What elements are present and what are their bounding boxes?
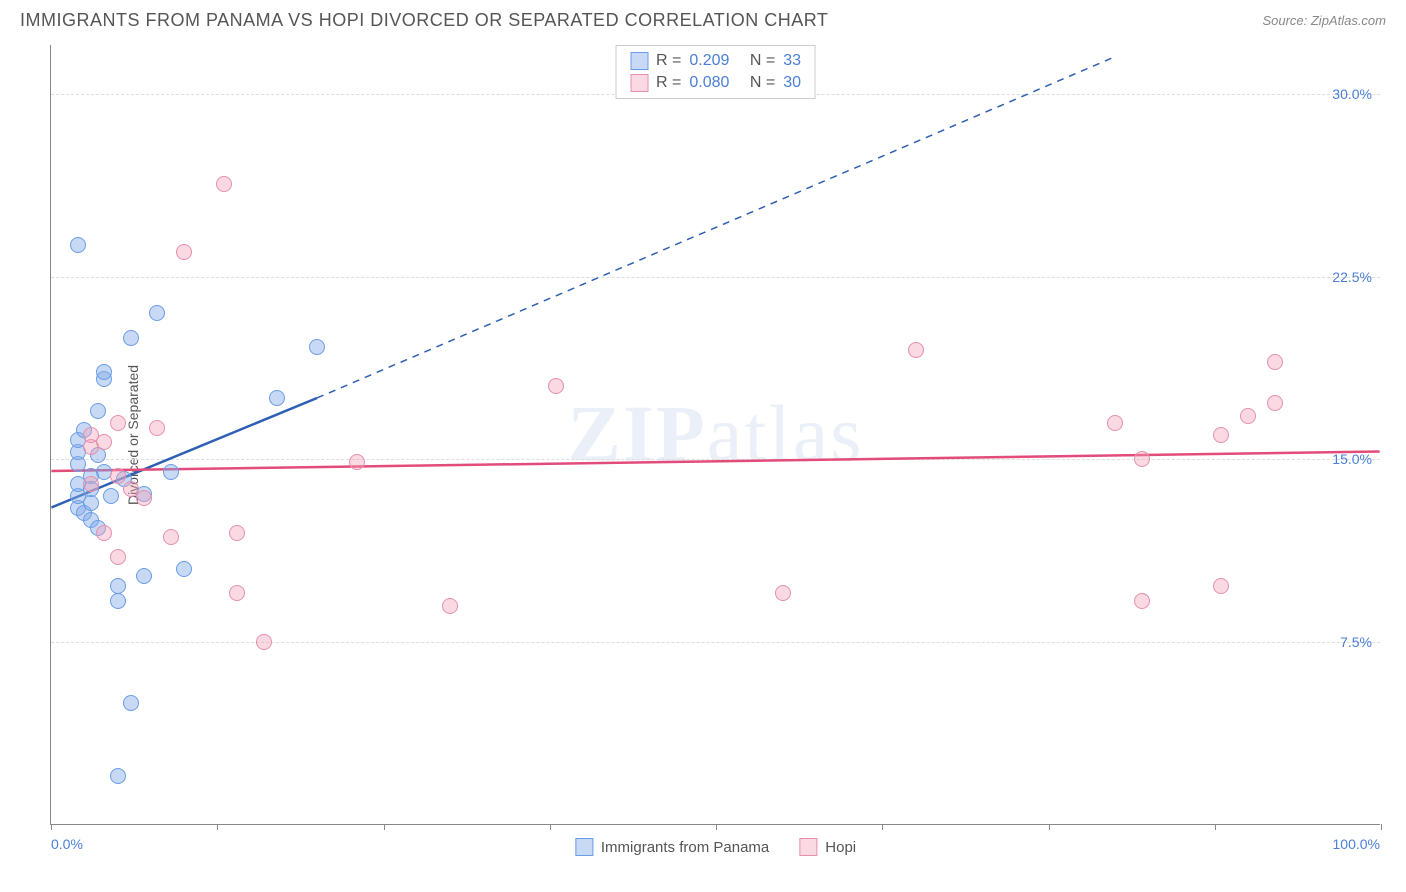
series-legend-item-1: Hopi (799, 838, 856, 856)
scatter-point (110, 578, 126, 594)
scatter-point (110, 593, 126, 609)
scatter-point (136, 568, 152, 584)
plot-area: Divorced or Separated ZIPatlas 7.5%15.0%… (50, 45, 1380, 825)
source-credit: Source: ZipAtlas.com (1262, 13, 1386, 28)
trend-line-dashed (317, 57, 1114, 398)
x-tick (716, 824, 717, 830)
gridline-h (51, 642, 1380, 643)
x-tick (882, 824, 883, 830)
scatter-point (269, 390, 285, 406)
scatter-point (96, 434, 112, 450)
r-value-0: 0.209 (689, 52, 729, 70)
series-name-1: Hopi (825, 839, 856, 856)
series-swatch-0 (630, 52, 648, 70)
x-tick (384, 824, 385, 830)
watermark: ZIPatlas (568, 389, 864, 480)
scatter-point (96, 364, 112, 380)
y-tick-label: 22.5% (1332, 269, 1372, 285)
scatter-point (442, 598, 458, 614)
scatter-point (1134, 451, 1150, 467)
scatter-point (176, 561, 192, 577)
x-tick (1049, 824, 1050, 830)
series-swatch-1b (799, 838, 817, 856)
n-value-0: 33 (783, 52, 801, 70)
scatter-point (775, 585, 791, 601)
stats-legend-row-0: R = 0.209 N = 33 (630, 50, 801, 72)
scatter-point (1267, 395, 1283, 411)
watermark-suffix: atlas (707, 390, 864, 478)
x-max-label: 100.0% (1333, 836, 1380, 852)
x-tick (1215, 824, 1216, 830)
scatter-point (149, 305, 165, 321)
scatter-point (96, 525, 112, 541)
scatter-point (163, 464, 179, 480)
stats-legend: R = 0.209 N = 33 R = 0.080 N = 30 (615, 45, 816, 99)
scatter-point (136, 490, 152, 506)
r-label: R = (656, 74, 681, 92)
scatter-point (70, 237, 86, 253)
n-label: N = (750, 52, 775, 70)
scatter-point (163, 529, 179, 545)
n-label: N = (750, 74, 775, 92)
scatter-point (1240, 408, 1256, 424)
scatter-point (1134, 593, 1150, 609)
r-label: R = (656, 52, 681, 70)
scatter-point (229, 525, 245, 541)
y-tick-label: 15.0% (1332, 451, 1372, 467)
scatter-point (176, 244, 192, 260)
x-min-label: 0.0% (51, 836, 83, 852)
scatter-point (83, 495, 99, 511)
scatter-point (1107, 415, 1123, 431)
scatter-point (110, 549, 126, 565)
scatter-point (123, 330, 139, 346)
series-legend-item-0: Immigrants from Panama (575, 838, 769, 856)
watermark-prefix: ZIP (568, 390, 707, 478)
gridline-h (51, 459, 1380, 460)
scatter-point (1267, 354, 1283, 370)
y-tick-label: 7.5% (1340, 634, 1372, 650)
source-label: Source: (1262, 13, 1310, 28)
scatter-point (216, 176, 232, 192)
n-value-1: 30 (783, 74, 801, 92)
scatter-point (110, 468, 126, 484)
x-tick (550, 824, 551, 830)
x-tick (51, 824, 52, 830)
chart-title: IMMIGRANTS FROM PANAMA VS HOPI DIVORCED … (20, 10, 828, 31)
series-swatch-0b (575, 838, 593, 856)
stats-legend-row-1: R = 0.080 N = 30 (630, 72, 801, 94)
x-tick (217, 824, 218, 830)
scatter-point (548, 378, 564, 394)
scatter-point (309, 339, 325, 355)
series-legend: Immigrants from Panama Hopi (575, 838, 856, 856)
scatter-point (110, 415, 126, 431)
series-swatch-1 (630, 74, 648, 92)
gridline-h (51, 277, 1380, 278)
trend-lines (51, 45, 1380, 824)
scatter-point (1213, 578, 1229, 594)
scatter-point (349, 454, 365, 470)
scatter-point (1213, 427, 1229, 443)
scatter-point (149, 420, 165, 436)
chart-header: IMMIGRANTS FROM PANAMA VS HOPI DIVORCED … (0, 0, 1406, 37)
scatter-point (83, 476, 99, 492)
y-tick-label: 30.0% (1332, 86, 1372, 102)
scatter-point (103, 488, 119, 504)
r-value-1: 0.080 (689, 74, 729, 92)
scatter-point (908, 342, 924, 358)
trend-line-solid (51, 452, 1379, 471)
scatter-point (110, 768, 126, 784)
scatter-point (256, 634, 272, 650)
series-name-0: Immigrants from Panama (601, 839, 769, 856)
scatter-point (90, 403, 106, 419)
scatter-point (229, 585, 245, 601)
source-value: ZipAtlas.com (1311, 13, 1386, 28)
x-tick (1381, 824, 1382, 830)
scatter-point (123, 695, 139, 711)
